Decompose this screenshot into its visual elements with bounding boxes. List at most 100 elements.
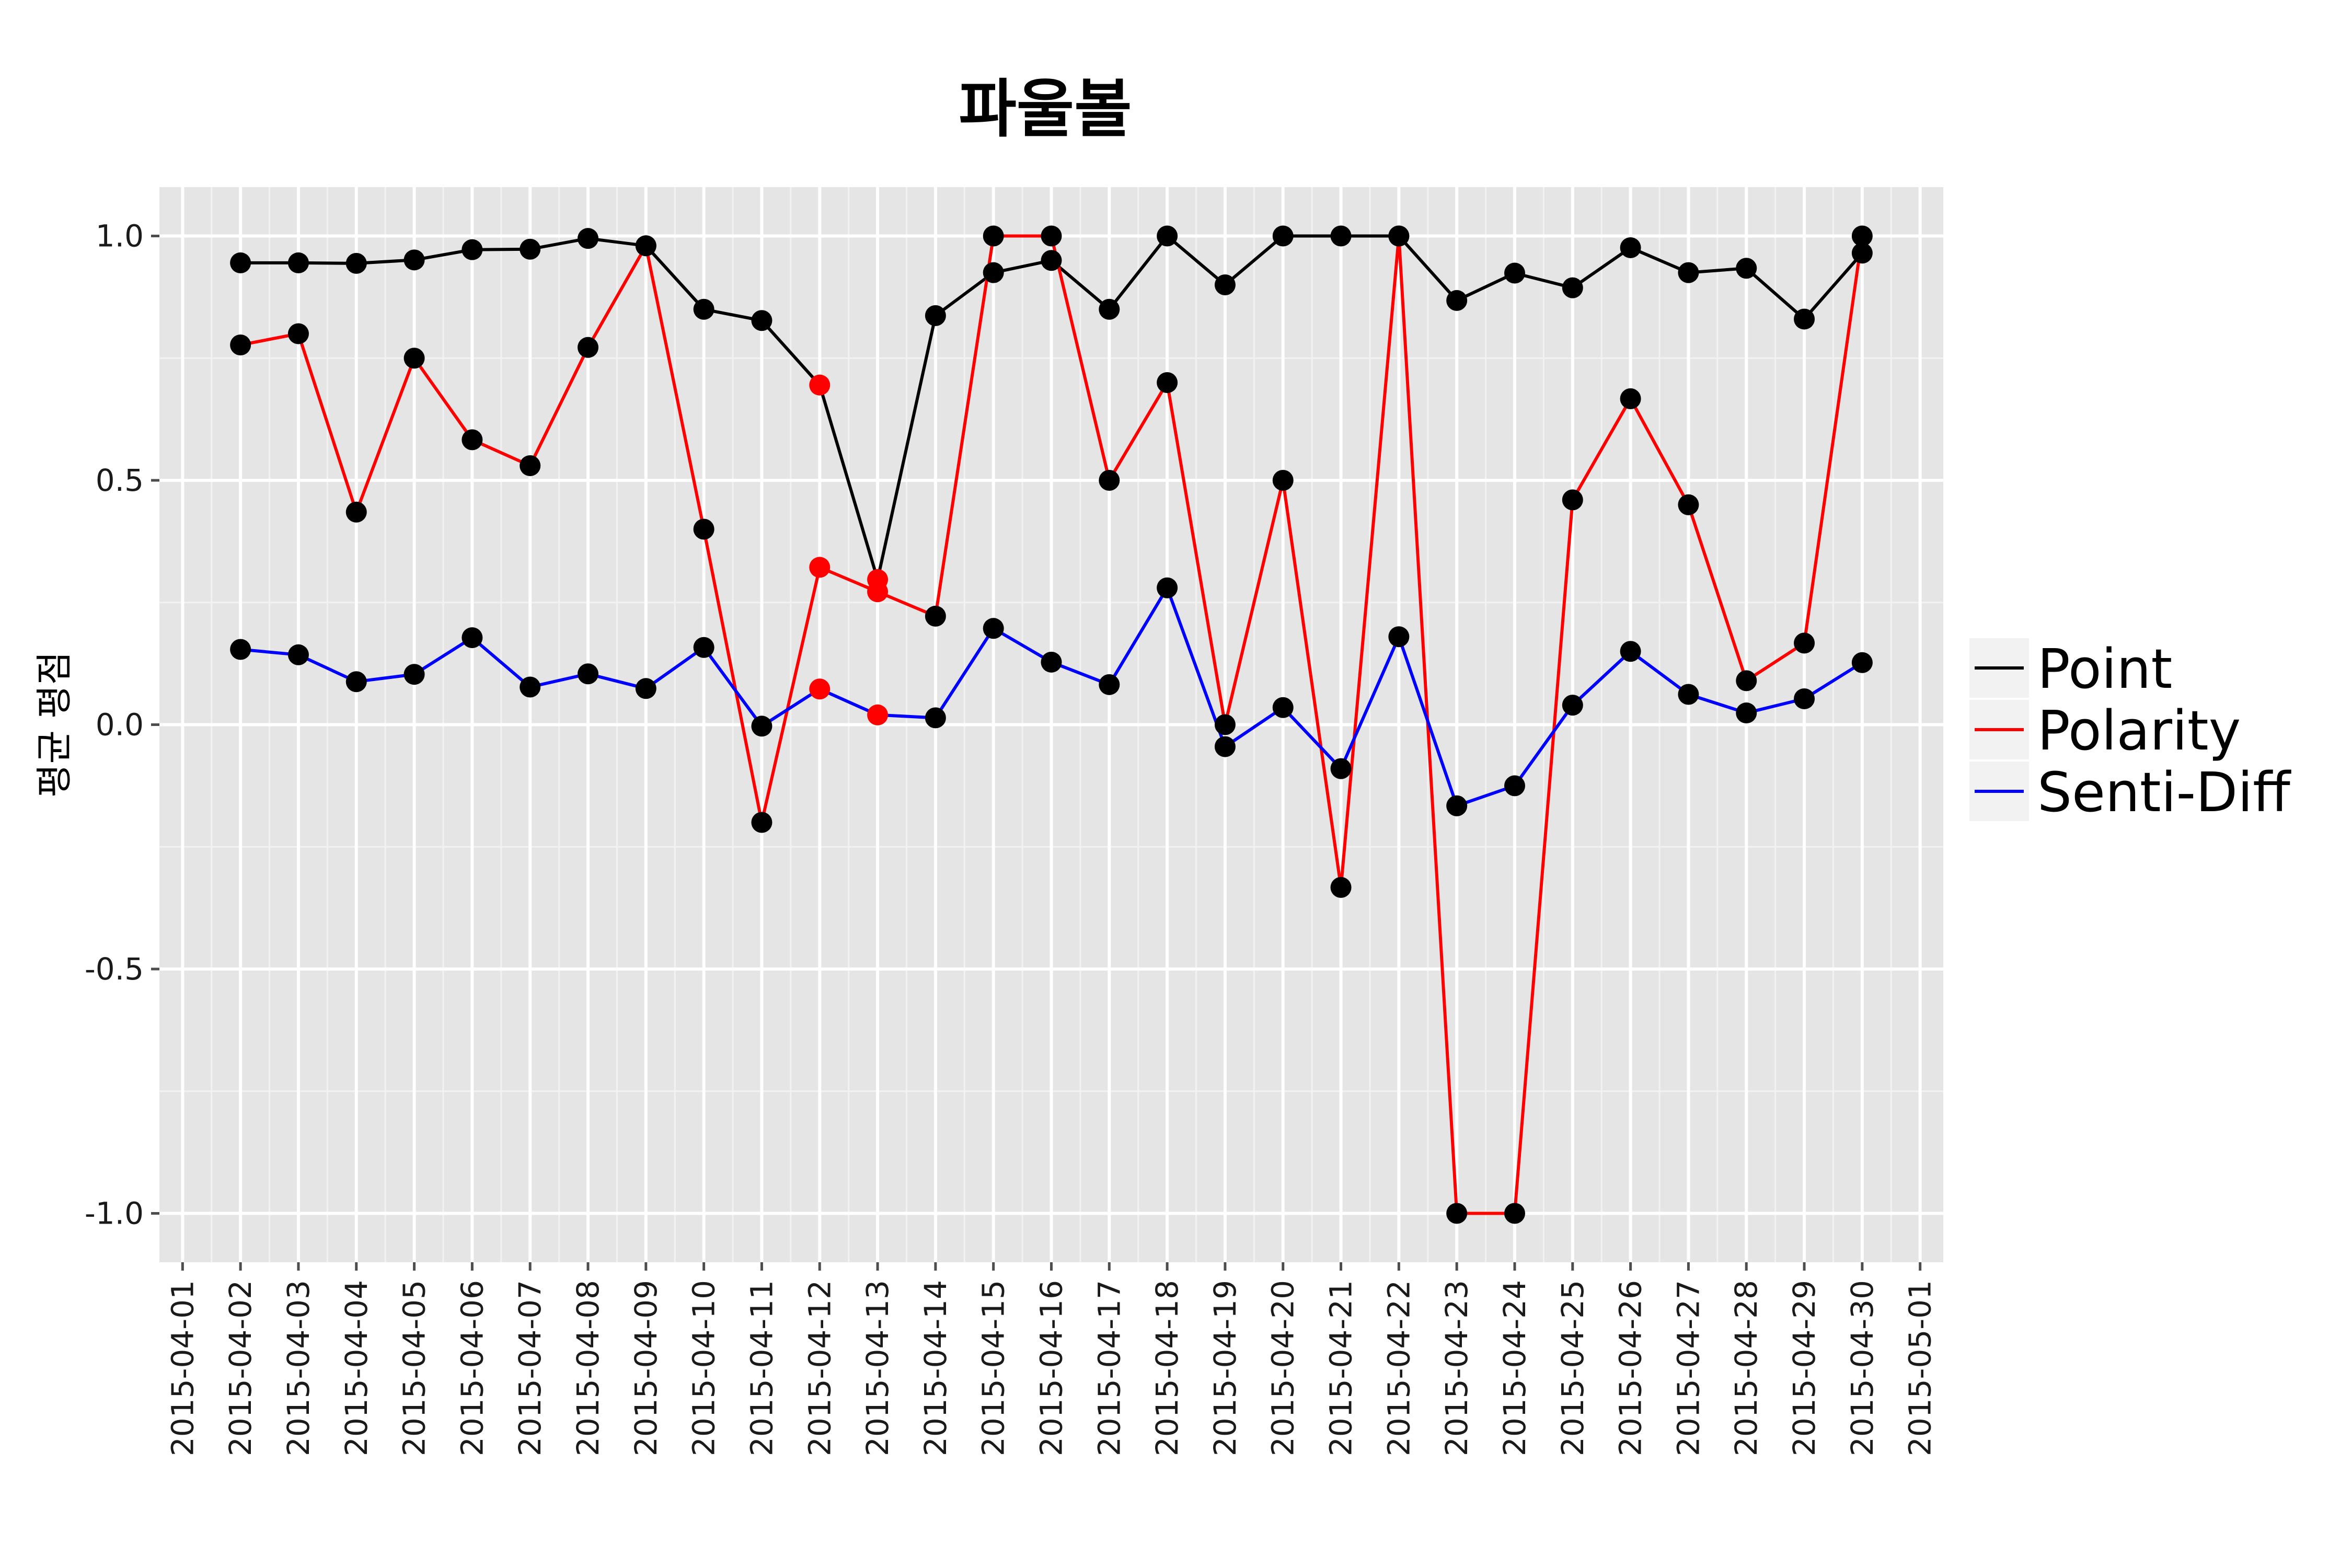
data-point-point	[1446, 290, 1468, 311]
data-point-senti-diff	[1504, 775, 1525, 797]
legend-label-point: Point	[2037, 637, 2172, 701]
x-tick-label: 2015-04-07	[512, 1280, 548, 1456]
x-tick-label: 2015-04-06	[454, 1280, 490, 1456]
data-point-senti-diff	[578, 663, 599, 685]
x-tick-label: 2015-04-18	[1149, 1280, 1185, 1456]
chart-title: 파울볼	[959, 73, 1132, 146]
data-point-senti-diff	[287, 644, 309, 665]
x-tick-label: 2015-04-27	[1670, 1280, 1706, 1456]
data-point-polarity	[809, 557, 831, 578]
data-point-polarity	[1041, 225, 1062, 247]
data-point-polarity	[867, 581, 889, 603]
x-tick-label: 2015-04-16	[1034, 1280, 1069, 1456]
x-tick-label: 2015-04-20	[1265, 1280, 1301, 1456]
data-point-point	[1620, 237, 1641, 258]
data-point-senti-diff	[345, 671, 367, 693]
data-point-senti-diff	[1678, 684, 1699, 705]
legend-label-senti-diff: Senti-Diff	[2037, 760, 2291, 824]
data-point-polarity	[1736, 670, 1757, 691]
data-point-polarity	[1214, 714, 1236, 735]
data-point-polarity	[635, 235, 656, 257]
x-tick-label: 2015-04-29	[1786, 1280, 1822, 1456]
x-tick-label: 2015-04-03	[281, 1280, 316, 1456]
data-point-polarity	[1678, 494, 1699, 515]
data-point-polarity	[1794, 632, 1815, 654]
x-tick-label: 2015-04-30	[1844, 1280, 1880, 1456]
y-tick-label: -0.5	[85, 951, 144, 987]
data-point-point	[983, 262, 1004, 283]
x-tick-label: 2015-04-01	[165, 1280, 200, 1456]
data-point-point	[1794, 308, 1815, 330]
data-point-senti-diff	[1388, 626, 1410, 648]
data-point-senti-diff	[230, 639, 251, 660]
data-point-polarity	[1272, 470, 1294, 491]
data-point-polarity	[1330, 877, 1352, 898]
data-point-senti-diff	[462, 627, 483, 649]
x-tick-label: 2015-04-21	[1323, 1280, 1359, 1456]
x-tick-label: 2015-04-26	[1613, 1280, 1648, 1456]
x-tick-label: 2015-04-13	[860, 1280, 895, 1456]
data-point-point	[230, 252, 251, 273]
data-point-senti-diff	[809, 678, 831, 700]
x-tick-label: 2015-04-23	[1439, 1280, 1474, 1456]
data-point-senti-diff	[1041, 651, 1062, 673]
data-point-polarity	[403, 348, 425, 369]
x-tick-label: 2015-04-14	[918, 1280, 953, 1456]
data-point-point	[693, 298, 714, 320]
x-tick-label: 2015-04-08	[570, 1280, 606, 1456]
data-point-point	[345, 252, 367, 274]
x-tick-label: 2015-04-15	[976, 1280, 1011, 1456]
x-tick-label: 2015-04-28	[1728, 1280, 1764, 1456]
x-tick-label: 2015-04-11	[744, 1280, 779, 1456]
data-point-point	[287, 252, 309, 273]
data-point-polarity	[287, 323, 309, 344]
data-point-senti-diff	[867, 704, 889, 725]
x-tick-label: 2015-04-09	[628, 1280, 664, 1456]
data-point-point	[925, 305, 946, 326]
data-point-point	[520, 238, 541, 260]
data-point-senti-diff	[1330, 758, 1352, 779]
data-point-point	[1678, 262, 1699, 283]
data-point-polarity	[520, 455, 541, 476]
data-point-polarity	[1562, 489, 1583, 511]
data-point-senti-diff	[925, 707, 946, 729]
x-tick-label: 2015-04-02	[223, 1280, 258, 1456]
x-tick-label: 2015-04-10	[686, 1280, 722, 1456]
data-point-point	[578, 228, 599, 249]
y-axis: -1.0 -0.5 0.0 0.5 1.0	[85, 218, 159, 1231]
y-axis-title: 평균 평점	[33, 651, 76, 798]
y-tick-label: 0.0	[96, 707, 144, 743]
data-point-point	[751, 310, 773, 331]
data-point-polarity	[230, 335, 251, 356]
legend-label-polarity: Polarity	[2037, 699, 2241, 763]
x-tick-label: 2015-04-19	[1207, 1280, 1243, 1456]
data-point-senti-diff	[1157, 577, 1178, 598]
data-point-senti-diff	[751, 716, 773, 737]
data-point-point	[809, 374, 831, 396]
data-point-senti-diff	[1446, 795, 1468, 816]
data-point-polarity	[1446, 1203, 1468, 1224]
data-point-point	[1504, 262, 1525, 284]
data-point-polarity	[1157, 372, 1178, 393]
data-point-point	[1041, 250, 1062, 271]
major-gridlines	[159, 187, 1943, 1262]
data-point-senti-diff	[1794, 688, 1815, 709]
data-point-polarity	[1851, 225, 1873, 247]
data-point-senti-diff	[1851, 652, 1873, 673]
data-point-senti-diff	[1620, 641, 1641, 662]
x-tick-label: 2015-04-17	[1091, 1280, 1127, 1456]
data-point-polarity	[578, 337, 599, 358]
x-tick-label: 2015-04-25	[1555, 1280, 1590, 1456]
data-point-polarity	[462, 429, 483, 451]
data-point-point	[1157, 225, 1178, 247]
data-point-point	[1214, 274, 1236, 295]
data-point-polarity	[925, 605, 946, 627]
y-tick-label: 1.0	[96, 218, 144, 254]
data-point-polarity	[345, 501, 367, 523]
x-tick-label: 2015-04-22	[1381, 1280, 1416, 1456]
data-point-senti-diff	[1736, 702, 1757, 724]
data-point-senti-diff	[1099, 674, 1120, 695]
data-point-point	[1562, 277, 1583, 298]
